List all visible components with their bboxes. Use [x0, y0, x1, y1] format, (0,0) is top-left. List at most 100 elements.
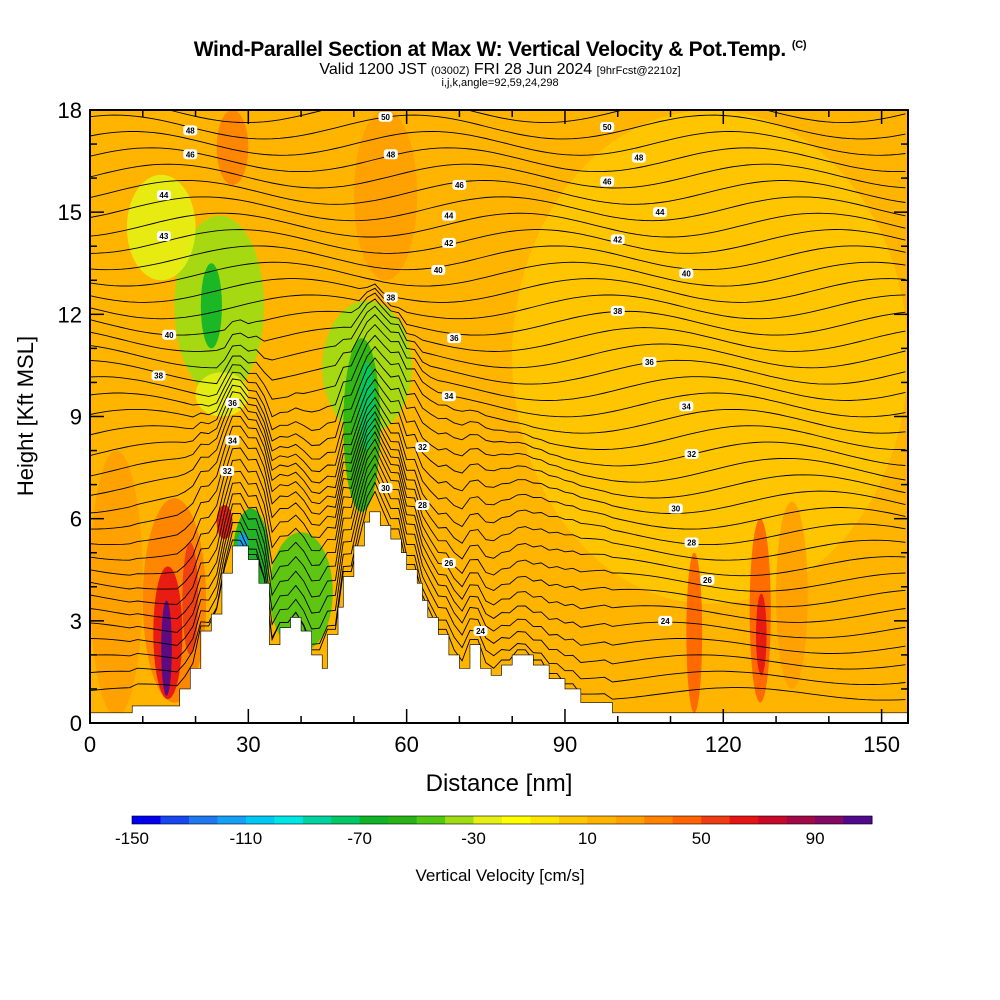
svg-text:50: 50: [381, 113, 390, 122]
contour-label-11: 44: [652, 207, 667, 218]
contour-label-7: 46: [452, 179, 467, 190]
contour-label-27: 32: [684, 448, 699, 459]
chart-title: Wind-Parallel Section at Max W: Vertical…: [0, 38, 1000, 62]
colorbar-swatch-19: [672, 816, 702, 824]
contour-labels: 48 50 50 46 48 48 44 46 46 43 44 44 42 42 40 40 38 38 40 36…: [151, 111, 715, 637]
isentrope-0: [90, 490, 906, 701]
velocity-cell-20: [756, 593, 767, 676]
section-indices: i,j,k,angle=92,59,24,298: [441, 77, 559, 89]
colorbar-swatch-12: [473, 816, 503, 824]
colorbar-swatch-4: [245, 816, 275, 824]
contour-label-34: 26: [700, 574, 715, 585]
forecast-info: [9hrFcst@2210z]: [596, 65, 681, 77]
colorbar-swatch-1: [160, 816, 190, 824]
isentrope-24: [90, 287, 906, 320]
svg-text:36: 36: [645, 358, 654, 367]
valid-date: FRI 28 Jun 2024: [473, 61, 593, 78]
isentrope-22: [90, 298, 906, 352]
isentrope-32: [90, 163, 906, 189]
colorbar-swatch-3: [217, 816, 247, 824]
contour-label-14: 40: [431, 265, 446, 276]
svg-text:44: 44: [444, 212, 453, 221]
y-tick-label-18: 18: [58, 98, 82, 123]
contour-label-35: 24: [473, 626, 488, 637]
velocity-cell-16: [200, 263, 222, 349]
isentrope-1: [90, 481, 906, 686]
colorbar-swatch-23: [786, 816, 816, 824]
contour-label-16: 38: [383, 292, 398, 303]
contour-label-2: 50: [600, 122, 615, 133]
isentrope-13: [90, 388, 906, 499]
colorbar-tick--110: -110: [229, 829, 262, 848]
velocity-cell-7: [126, 174, 196, 281]
svg-text:32: 32: [418, 443, 427, 452]
velocity-cell-6: [269, 532, 333, 652]
svg-text:44: 44: [656, 208, 665, 217]
isentrope-35: [90, 114, 906, 140]
isentrope-29: [90, 212, 906, 238]
isentrope-27: [90, 245, 906, 271]
x-tick-label-150: 150: [863, 732, 900, 757]
svg-text:40: 40: [682, 269, 691, 278]
svg-text:42: 42: [613, 235, 622, 244]
colorbar-label: Vertical Velocity [cm/s]: [415, 866, 584, 885]
svg-text:26: 26: [703, 576, 712, 585]
svg-text:36: 36: [228, 399, 237, 408]
y-axis-label: Height [Kft MSL]: [13, 336, 38, 496]
svg-text:46: 46: [186, 150, 195, 159]
colorbar-swatch-5: [274, 816, 304, 824]
colorbar-tick-10: 10: [578, 829, 597, 848]
contour-label-29: 30: [378, 483, 393, 494]
colorbar-swatch-0: [132, 816, 161, 824]
contour-label-8: 46: [600, 176, 615, 187]
isentrope-30: [90, 196, 906, 222]
colorbar-tick--70: -70: [347, 829, 372, 848]
contour-label-36: 24: [658, 615, 673, 626]
colorbar-swatch-24: [815, 816, 845, 824]
svg-text:48: 48: [386, 150, 395, 159]
colorbar-swatch-10: [416, 816, 446, 824]
isentrope-31: [90, 180, 906, 205]
svg-text:48: 48: [186, 126, 195, 135]
contour-label-30: 30: [668, 503, 683, 514]
velocity-cell-9: [776, 501, 808, 689]
y-tick-label-6: 6: [70, 507, 82, 532]
contour-label-9: 43: [156, 231, 171, 242]
x-tick-label-0: 0: [84, 732, 96, 757]
isentrope-21: [90, 305, 906, 369]
isentrope-34: [90, 131, 906, 156]
colorbar-swatch-6: [302, 816, 332, 824]
colorbar-tick--30: -30: [461, 829, 486, 848]
colorbar-swatch-18: [644, 816, 674, 824]
contour-label-5: 48: [631, 152, 646, 163]
velocity-cell-17: [182, 542, 199, 655]
x-tick-label-90: 90: [553, 732, 577, 757]
isentrope-17: [90, 345, 906, 434]
isentrope-33: [90, 147, 906, 173]
svg-text:32: 32: [223, 467, 232, 476]
contour-label-12: 42: [441, 237, 456, 248]
svg-text:30: 30: [381, 484, 390, 493]
contour-label-23: 34: [441, 391, 456, 402]
colorbar-swatch-13: [502, 816, 531, 824]
svg-text:40: 40: [434, 266, 443, 275]
colorbar-swatch-15: [558, 816, 588, 824]
svg-text:24: 24: [476, 627, 485, 636]
contour-label-22: 36: [225, 397, 240, 408]
isentrope-16: [90, 357, 906, 450]
contour-label-31: 28: [415, 500, 430, 511]
y-tick-label-0: 0: [70, 711, 82, 736]
colorbar-swatch-22: [758, 816, 788, 824]
velocity-cell-5: [353, 110, 418, 281]
isentrope-11: [90, 404, 906, 530]
svg-text:43: 43: [159, 232, 168, 241]
svg-text:48: 48: [634, 154, 643, 163]
colorbar-swatch-20: [701, 816, 731, 824]
velocity-cell-14: [216, 110, 249, 185]
isentrope-28: [90, 229, 906, 254]
x-axis-label: Distance [nm]: [426, 770, 573, 797]
svg-text:38: 38: [154, 372, 163, 381]
isentrope-25: [90, 278, 906, 303]
contour-label-18: 40: [162, 329, 177, 340]
